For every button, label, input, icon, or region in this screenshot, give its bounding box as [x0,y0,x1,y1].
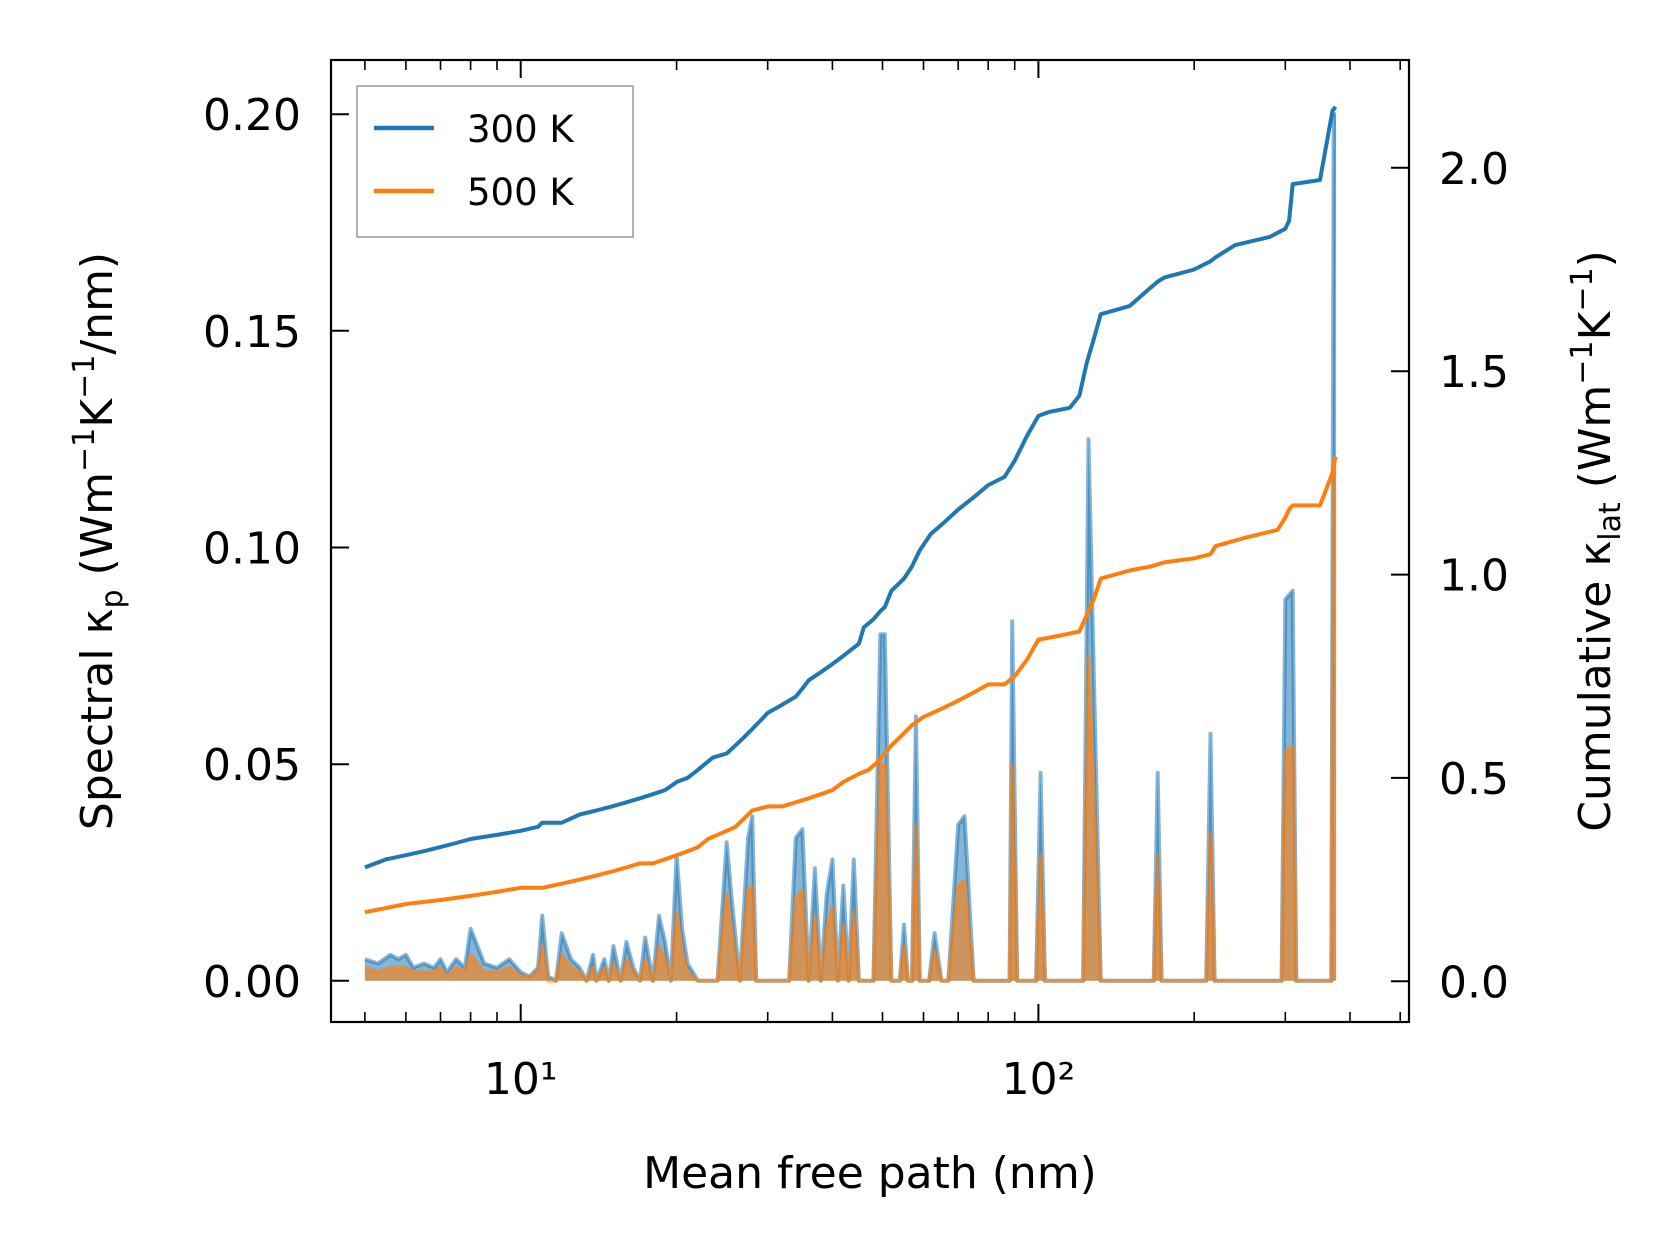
y-axis-right-title: Cumulative κlat (Wm−1K−1) [1565,250,1628,832]
y-right-tick-label: 2.0 [1439,144,1509,195]
y-left-tick-label: 0.20 [203,90,301,141]
legend: 300 K 500 K [356,85,634,238]
y-right-tick-label: 1.5 [1439,347,1509,398]
cumulative-lines [364,105,1338,915]
cumulative-line-500k [364,456,1338,915]
plot-area [329,58,1411,1024]
legend-frame [356,85,634,238]
legend-label-500k: 500 K [467,171,575,214]
spectral-area-500k [364,460,1337,981]
y-right-tick-label: 1.0 [1439,551,1509,602]
y-right-tick-label: 0.0 [1439,957,1509,1008]
y-axis-left: 0.00 0.05 0.10 0.15 0.20 [203,90,349,1008]
y-axis-right: 0.0 0.5 1.0 1.5 2.0 [1391,144,1509,1008]
y-axis-left-title: Spectral κp (Wm−1K−1/nm) [67,252,130,830]
legend-label-300k: 300 K [467,108,575,151]
x-axis: 10¹ 10² [364,60,1401,1105]
y-right-tick-label: 0.5 [1439,754,1509,805]
spectral-outline-500k [364,458,1337,983]
y-left-tick-label: 0.05 [203,740,301,791]
plot-frame [329,58,1411,1024]
y-left-tick-label: 0.10 [203,524,301,575]
y-left-tick-label: 0.15 [203,307,301,358]
spectral-fills [364,112,1337,983]
cumulative-line-300k [364,105,1338,870]
x-tick-label: 10¹ [484,1054,558,1105]
x-axis-title: Mean free path (nm) [643,1148,1097,1199]
y-left-tick-label: 0.00 [203,957,301,1008]
x-tick-label: 10² [1002,1054,1076,1105]
